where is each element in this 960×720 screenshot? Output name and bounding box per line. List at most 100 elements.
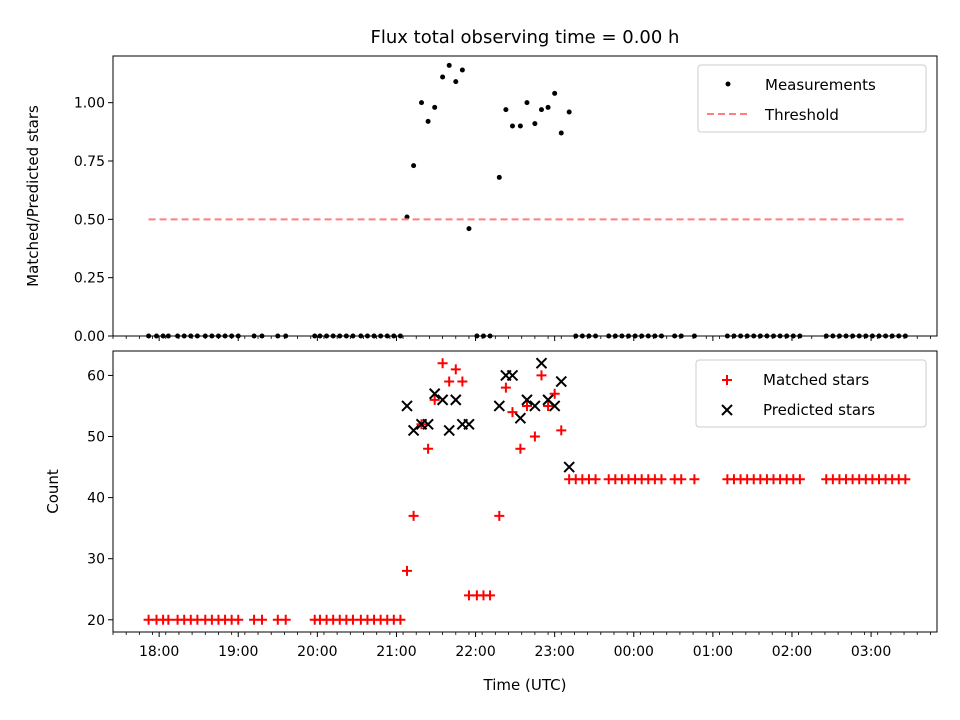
predicted-star-point [401, 400, 413, 412]
matched-star-point [656, 474, 667, 485]
measurement-point [440, 74, 446, 80]
x-tick-label: 20:00 [297, 644, 337, 660]
matched-star-point [233, 614, 244, 625]
predicted-star-point [514, 412, 527, 424]
matched-star-point [529, 431, 540, 442]
predicted-star-point [506, 369, 519, 382]
y-tick-label: 30 [87, 552, 105, 568]
x-tick-label: 18:00 [139, 644, 179, 660]
matched-star-point [408, 510, 419, 521]
matched-star-point [689, 474, 700, 485]
predicted-star-point [443, 424, 455, 437]
x-tick-label: 22:00 [455, 644, 495, 660]
x-tick-label: 01:00 [693, 644, 733, 660]
predicted-star-point [548, 400, 561, 412]
threshold-legend-label: Threshold [764, 106, 839, 124]
matched-star-point [515, 443, 526, 454]
predicted-star-point [555, 375, 567, 388]
measurement-point [432, 104, 438, 110]
predicted-star-point [428, 388, 441, 400]
y-tick-label: 60 [87, 368, 105, 384]
count-y-axis-label: Count [44, 469, 62, 514]
predicted-star-point [529, 400, 541, 412]
matched-legend-plus [722, 375, 732, 385]
matched-star-point [457, 376, 468, 387]
matched-star-point [500, 382, 511, 393]
matched-star-point [444, 376, 455, 387]
matched-star-point [429, 394, 440, 405]
x-tick-label: 02:00 [772, 644, 812, 660]
chart-title: Flux total observing time = 0.00 h [371, 27, 680, 48]
matched-star-point [450, 364, 461, 375]
count-legend: Matched stars Predicted stars [695, 359, 927, 428]
matched-star-point [163, 614, 174, 625]
matched-star-point [543, 400, 554, 411]
predicted-legend-marker [721, 404, 733, 416]
ratio-legend: Measurements Threshold [697, 64, 927, 133]
ratio-axes-frame [112, 55, 938, 337]
time-x-axis-label: Time (UTC) [483, 676, 567, 694]
y-tick-label: 40 [87, 491, 105, 507]
measurement-point [558, 130, 564, 136]
matched-star-point [494, 510, 505, 521]
measurements-legend-label: Measurements [765, 76, 876, 94]
predicted-star-point [422, 418, 434, 431]
predicted-star-point [450, 394, 462, 406]
count-legend-box [695, 359, 927, 428]
matched-star-point [402, 565, 413, 576]
measurement-point [532, 121, 538, 127]
matched-star-point [256, 614, 267, 625]
predicted-star-point [407, 424, 420, 437]
matched-star-point [395, 614, 406, 625]
matched-star-point [437, 358, 448, 369]
measurement-point [404, 214, 410, 220]
predicted-legend-cross [721, 404, 733, 416]
x-tick-label: 00:00 [614, 644, 654, 660]
measurement-point [538, 107, 544, 113]
predicted-star-point [463, 418, 475, 431]
matched-star-point [900, 474, 911, 485]
measurement-point [496, 174, 502, 180]
measurement-point [466, 226, 472, 232]
ratio-y-axis-label: Matched/Predicted stars [24, 105, 42, 287]
y-tick-label: 0.50 [74, 212, 105, 228]
measurement-point [524, 100, 530, 106]
measurement-point [419, 100, 425, 106]
matched-star-point [521, 400, 532, 411]
measurement-point [509, 123, 515, 129]
predicted-star-point [535, 357, 548, 369]
predicted-star-point [436, 394, 449, 406]
matched-legend-marker [722, 375, 732, 385]
matched-star-point [423, 443, 434, 454]
count-axes-frame [112, 350, 938, 633]
count-x-ticks: 18:00 19:00 20:00 21:00 22:00 23:00 00:00 01:00… [112, 632, 931, 660]
count-y-ticks: 20 30 40 50 60 [87, 368, 113, 629]
matched-star-point [590, 474, 601, 485]
matched-star-point [280, 614, 291, 625]
y-tick-label: 50 [87, 430, 105, 446]
matched-star-point [794, 474, 805, 485]
predicted-star-point [563, 461, 575, 473]
measurement-point [566, 109, 572, 115]
ratio-legend-box [697, 64, 927, 133]
count-panel: 20 30 40 50 60 18:00 19:00 20:00 21:00 22:00 23:0… [44, 350, 938, 694]
ratio-y-ticks: 0.00 0.25 0.50 0.75 1.00 [74, 96, 113, 345]
x-tick-label: 03:00 [851, 644, 891, 660]
matched-star-point [556, 425, 567, 436]
predicted-star-point [493, 400, 505, 412]
measurement-point [425, 118, 431, 124]
x-tick-label: 19:00 [218, 644, 258, 660]
y-tick-label: 0.25 [74, 271, 105, 287]
predicted-legend-label: Predicted stars [763, 401, 875, 419]
measurement-point [552, 90, 558, 96]
measurement-point [517, 123, 523, 129]
measurement-point [545, 104, 551, 110]
y-tick-label: 0.75 [74, 154, 105, 170]
matched-star-point [485, 590, 496, 601]
matched-legend-label: Matched stars [763, 371, 869, 389]
y-tick-label: 0.00 [74, 329, 105, 345]
measurement-point [446, 62, 452, 68]
measurement-point [453, 79, 459, 85]
matched-star-point [549, 388, 560, 399]
